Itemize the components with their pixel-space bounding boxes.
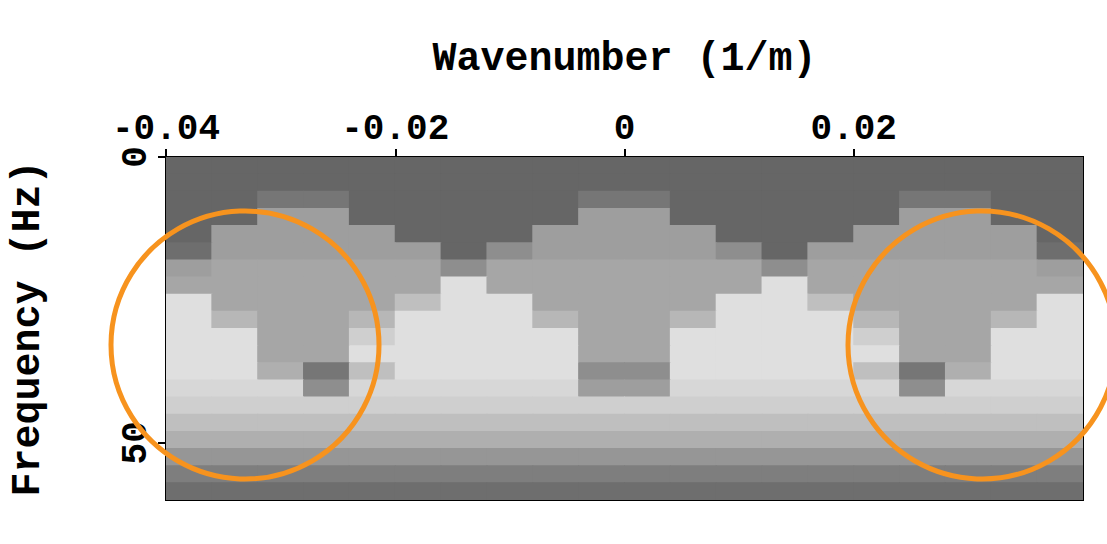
svg-text:-0.02: -0.02 — [341, 109, 449, 150]
svg-text:-0.04: -0.04 — [112, 109, 220, 150]
svg-text:50: 50 — [115, 421, 157, 465]
svg-text:0.02: 0.02 — [811, 109, 897, 150]
svg-text:Frequency (Hz): Frequency (Hz) — [6, 160, 51, 496]
svg-text:Wavenumber (1/m): Wavenumber (1/m) — [432, 37, 816, 82]
svg-text:0: 0 — [614, 109, 636, 150]
svg-text:0: 0 — [115, 146, 157, 168]
